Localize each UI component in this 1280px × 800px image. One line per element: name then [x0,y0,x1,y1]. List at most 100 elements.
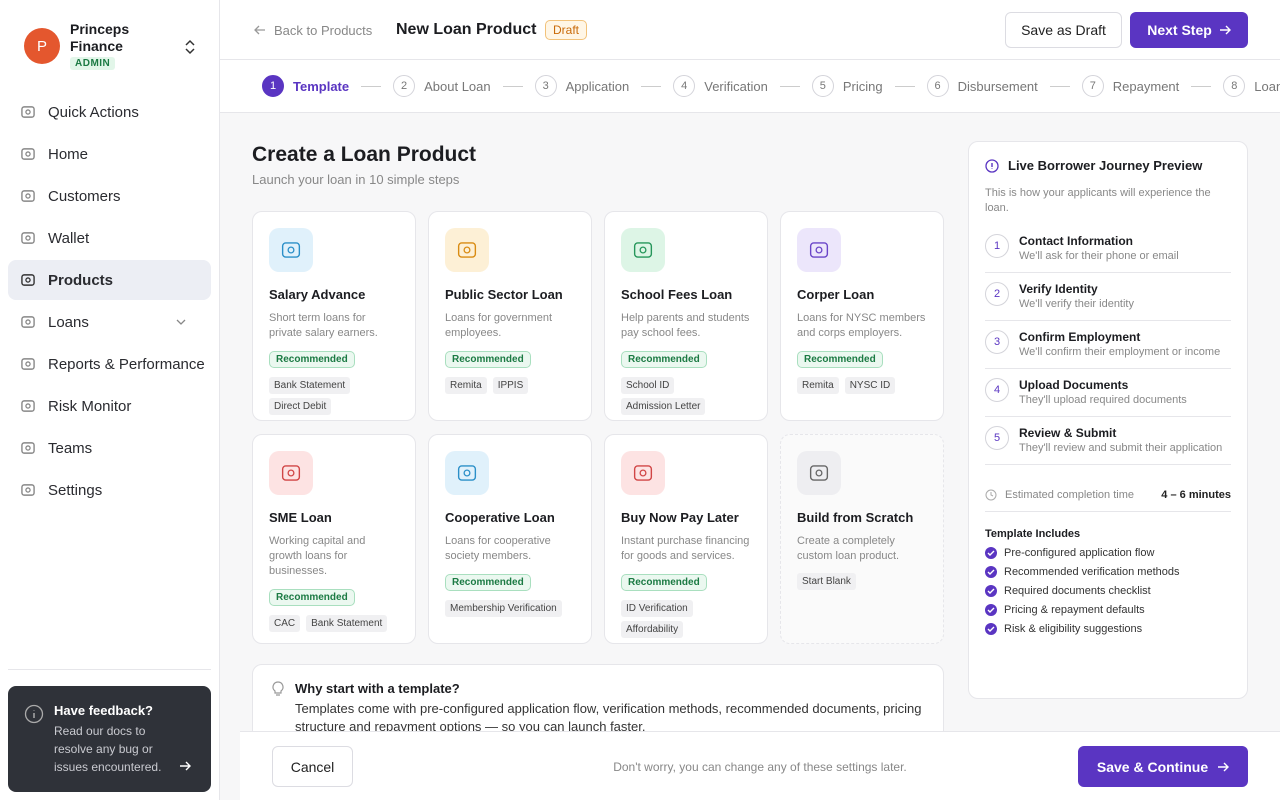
tag-list: Bank Statement Direct Debit [269,377,399,415]
template-card[interactable]: Build from Scratch Create a completely cu… [780,434,944,644]
back-link[interactable]: Back to Products [274,23,373,38]
tag: Admission Letter [621,398,706,415]
preview-panel: Live Borrower Journey Preview This is ho… [968,141,1248,699]
page-title: New Loan Product [396,21,537,38]
include-label: Pricing & repayment defaults [1004,604,1145,616]
content-subtitle: Launch your loan in 10 simple steps [252,172,460,187]
journey-text: Review & Submit They'll review and submit… [1019,426,1222,455]
feedback-box[interactable]: Have feedback? Read our docs to resolve … [8,686,211,792]
tag: Bank Statement [269,377,351,394]
step-label: About Loan [424,78,491,94]
check-icon [985,623,997,635]
step[interactable]: 1 Template [262,75,349,97]
card-description: Short term loans for private salary earn… [269,312,378,339]
next-step-label: Next Step [1147,22,1212,38]
journey-subtitle: They'll review and submit their applicat… [1019,442,1223,454]
step-label: Pricing [842,78,883,94]
tag-list: Membership Verification [445,600,575,617]
nav-item[interactable]: Products [8,260,211,300]
step-connector [1191,85,1212,87]
journey-text: Verify Identity We'll verify their identi… [1019,282,1134,311]
template-card[interactable]: Public Sector Loan Loans for government e… [428,211,592,421]
content-title: Create a Loan Product [252,143,477,166]
card-description: Create a completely custom loan product. [797,535,900,562]
card-description: Loans for government employees. [445,312,553,339]
step[interactable]: 2 About Loan [393,75,491,97]
step[interactable]: 4 Verification [673,75,768,97]
journey-title: Upload Documents [1019,378,1129,392]
preview-steps: 1 Contact Information We'll ask for their … [985,225,1231,465]
divider [8,669,211,670]
step-number: 5 [811,75,834,97]
card-description: Working capital and growth loans for bus… [269,535,366,577]
save-draft-button[interactable]: Save as Draft [1005,12,1122,48]
nav-label: Customers [48,187,121,205]
status-badge: Draft [545,20,588,40]
card-description: Help parents and students pay school fee… [621,312,750,339]
nav-item[interactable]: Loans [8,302,211,342]
nav-item[interactable]: Quick Actions [8,92,211,132]
step[interactable]: 3 Application [534,75,629,97]
card-description: Loans for NYSC members and corps employe… [797,312,926,339]
step-label: Template [293,78,350,94]
step[interactable]: 8 Loan Controls [1223,75,1280,97]
icon [809,242,829,258]
journey-number: 1 [985,234,1009,258]
nav-label: Settings [48,481,103,499]
template-card[interactable]: School Fees Loan Help parents and student… [604,211,768,421]
preview-title: Live Borrower Journey Preview [1008,158,1203,173]
card-icon [621,451,665,495]
template-card[interactable]: Corper Loan Loans for NYSC members and co… [780,211,944,421]
step[interactable]: 6 Disbursement [926,75,1038,97]
journey-text: Contact Information We'll ask for their p… [1019,234,1179,263]
journey-title: Confirm Employment [1019,330,1141,344]
tag: Affordability [621,621,684,638]
icon [633,242,653,258]
icon [457,242,477,258]
icon [21,106,35,118]
nav-item[interactable]: Settings [8,470,211,510]
icon [21,316,35,328]
step[interactable]: 5 Pricing [811,75,883,97]
include-item: Recommended verification methods [985,566,1231,578]
recommended-badge: Recommended [621,351,707,368]
cancel-button[interactable]: Cancel [272,746,353,787]
step[interactable]: 7 Repayment [1081,75,1179,97]
journey-title: Review & Submit [1019,426,1117,440]
nav-label: Quick Actions [48,103,139,121]
journey-subtitle: We'll verify their identity [1019,298,1134,310]
org-switcher[interactable] [183,39,197,55]
card-icon [269,451,313,495]
save-continue-button[interactable]: Save & Continue [1078,746,1248,787]
template-card[interactable]: SME Loan Working capital and growth loans… [252,434,416,644]
footer: Cancel Don't worry, you can change any o… [240,731,1280,800]
include-label: Risk & eligibility suggestions [1004,623,1143,635]
stepper: 1 Template 2 About Loan 3 Application 4 Verific… [220,60,1280,113]
nav-item[interactable]: Customers [8,176,211,216]
step-number: 1 [262,75,284,97]
nav-item[interactable]: Risk Monitor [8,386,211,426]
step-number: 7 [1081,75,1104,97]
card-title: Buy Now Pay Later [621,510,739,525]
template-card[interactable]: Cooperative Loan Loans for cooperative so… [428,434,592,644]
next-step-button[interactable]: Next Step [1130,12,1248,48]
nav-item[interactable]: Teams [8,428,211,468]
icon [21,358,35,370]
estimate-value: 4 – 6 minutes [1161,489,1231,501]
sidebar: P Princeps Finance ADMIN Quick Actions Ho… [0,0,220,800]
tag-list: CAC Bank Statement [269,615,399,632]
journey-step: 5 Review & Submit They'll review and submi… [985,417,1231,465]
step-label: Disbursement [957,78,1038,94]
nav-item[interactable]: Home [8,134,211,174]
nav-item[interactable]: Wallet [8,218,211,258]
tip-box: Why start with a template? Templates com… [252,664,944,731]
journey-subtitle: They'll upload required documents [1019,394,1187,406]
template-card[interactable]: Buy Now Pay Later Instant purchase financ… [604,434,768,644]
include-label: Recommended verification methods [1004,566,1180,578]
template-card[interactable]: Salary Advance Short term loans for priva… [252,211,416,421]
tag: NYSC ID [844,377,896,394]
nav-item[interactable]: Reports & Performance [8,344,211,384]
nav-label: Home [48,145,89,163]
nav-label: Teams [48,439,93,457]
